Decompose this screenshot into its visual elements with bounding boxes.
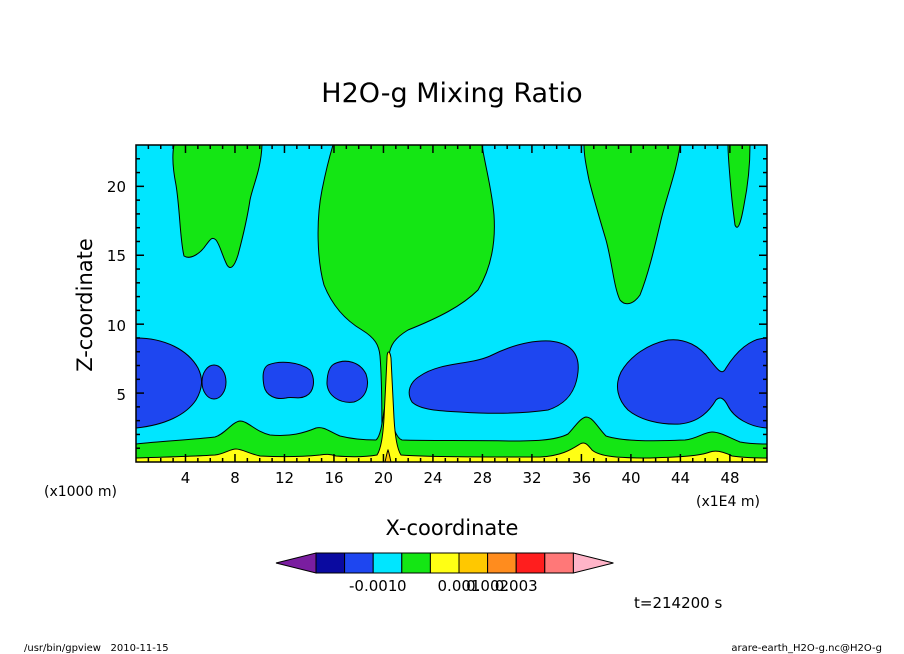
lower-green-layer [136, 402, 767, 462]
blue-lobe-6 [617, 337, 767, 429]
x-tick-label: 16 [324, 469, 343, 487]
green-plume-edge [727, 145, 751, 228]
colorbar-swatch [515, 552, 546, 574]
y-axis-title: Z-coordinate [73, 238, 97, 372]
colorbar-tick-label: 0.002 [466, 577, 509, 595]
footer-right: arare-earth_H2O-g.nc@H2O-g [731, 643, 882, 654]
colorbar-lower-arrow [275, 552, 317, 574]
blue-lobe-4 [326, 360, 368, 403]
colorbar-swatch [344, 552, 374, 574]
plot-area [136, 145, 767, 462]
blue-lobe-1 [136, 337, 202, 429]
colorbar-swatch [315, 552, 346, 574]
y-tick-label: 20 [107, 178, 126, 196]
colorbar-tick-label: 0.003 [495, 577, 538, 595]
x-tick-label: 24 [423, 469, 442, 487]
x-tick-label: 12 [275, 469, 294, 487]
y-tick-label: 15 [107, 247, 126, 265]
chart-title: H2O-g Mixing Ratio [321, 78, 582, 109]
footer-left: /usr/bin/gpview 2010-11-15 [24, 643, 169, 654]
colorbar-tick-label: 0.001 [438, 577, 481, 595]
x-tick-label: 28 [473, 469, 492, 487]
green-plume-left [172, 145, 263, 268]
x-axis-title: X-coordinate [386, 516, 519, 540]
y-tick-label: 5 [116, 386, 126, 404]
x-tick-label: 36 [572, 469, 591, 487]
time-label: t=214200 s [634, 594, 722, 612]
colorbar-swatch [429, 552, 460, 574]
colorbar-upper-arrow [572, 552, 614, 574]
colorbar-swatch [401, 552, 431, 574]
x-tick-label: 20 [374, 469, 393, 487]
colorbar-tick-label: 0 [397, 577, 407, 595]
blue-lobe-3 [262, 361, 314, 399]
y-tick-labels: 5 10 15 20 [107, 178, 126, 404]
x-tick-label: 8 [230, 469, 240, 487]
colorbar-swatch [487, 552, 517, 574]
colorbar-swatch [372, 552, 403, 574]
x-unit-label: (x1E4 m) [696, 494, 760, 510]
x-tick-label: 4 [181, 469, 191, 487]
x-tick-label: 48 [720, 469, 739, 487]
green-plume-right [583, 145, 681, 305]
y-tick-label: 10 [107, 317, 126, 335]
x-tick-labels: 4 8 12 16 20 24 28 32 36 40 44 48 [181, 469, 740, 487]
lower-yellow-layer [136, 351, 767, 462]
colorbar [275, 552, 614, 574]
orange-core [384, 448, 392, 462]
x-tick-label: 44 [671, 469, 690, 487]
blue-lobe-2 [201, 364, 227, 400]
x-tick-label: 40 [621, 469, 640, 487]
z-unit-label: (x1000 m) [44, 484, 117, 500]
tick-marks [136, 145, 767, 462]
blue-lobe-5 [408, 340, 579, 414]
plot-frame [135, 144, 768, 463]
colorbar-swatch [458, 552, 489, 574]
axes [135, 144, 768, 463]
colorbar-tick-label: -0.001 [349, 577, 397, 595]
x-tick-label: 32 [522, 469, 541, 487]
colorbar-swatch [544, 552, 574, 574]
